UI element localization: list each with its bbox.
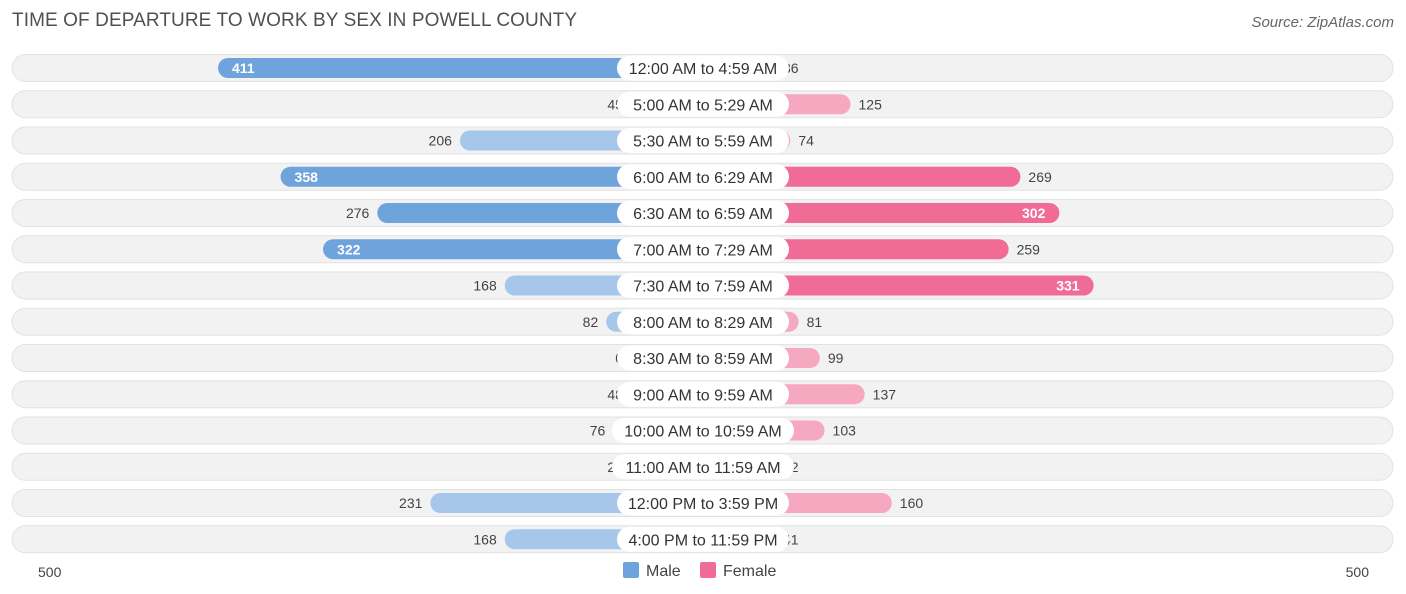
category-label: 5:30 AM to 5:59 AM xyxy=(633,134,773,151)
category-label: 4:00 PM to 11:59 PM xyxy=(628,532,777,549)
value-label-male: 82 xyxy=(583,314,599,330)
chart-row: 322 259 7:00 AM to 7:29 AM xyxy=(11,235,1394,264)
chart-row: 168 414:00 PM to 11:59 PM xyxy=(11,525,1394,554)
category-label-bg xyxy=(617,55,789,81)
value-label-male: 168 xyxy=(473,278,497,294)
value-label-male: 411 xyxy=(232,60,255,76)
value-label-female: 302 xyxy=(1022,205,1046,221)
value-label-female: 259 xyxy=(1017,241,1041,257)
bar-female xyxy=(703,275,1094,296)
category-label-bg xyxy=(617,309,789,335)
chart-row: 358 269 6:00 AM to 6:29 AM xyxy=(11,162,1394,191)
value-label-female: 99 xyxy=(828,350,844,366)
category-label: 8:30 AM to 8:59 AM xyxy=(633,351,773,368)
value-label-male: 76 xyxy=(590,423,606,439)
value-label-male: 358 xyxy=(295,169,319,185)
legend-label-male: Male xyxy=(646,563,681,580)
value-label-female: 160 xyxy=(900,495,924,511)
category-label-bg xyxy=(617,236,789,262)
category-label: 6:30 AM to 6:59 AM xyxy=(633,206,773,223)
axis-label-right: 500 xyxy=(1346,564,1370,580)
source-label: Source: ZipAtlas.com xyxy=(1251,14,1394,31)
value-label-female: 74 xyxy=(798,133,814,149)
bar-male xyxy=(218,58,703,78)
category-label: 8:00 AM to 8:29 AM xyxy=(633,315,773,332)
category-label-bg xyxy=(612,454,794,480)
category-label-bg xyxy=(617,164,789,190)
chart-row: 231 160 12:00 PM to 3:59 PM xyxy=(11,489,1394,517)
category-label: 7:30 AM to 7:59 AM xyxy=(633,279,773,296)
chart-row: 76 103 10:00 AM to 10:59 AM xyxy=(11,416,1394,445)
category-label-bg xyxy=(617,128,789,153)
chart-row: 272211:00 AM to 11:59 AM xyxy=(11,452,1394,481)
category-label-bg xyxy=(617,345,789,371)
category-label-bg xyxy=(617,200,789,226)
value-label-female: 269 xyxy=(1028,169,1052,185)
category-label: 5:00 AM to 5:29 AM xyxy=(633,97,773,114)
bar-male xyxy=(323,239,703,260)
value-label-female: 81 xyxy=(807,314,823,330)
chart-row: 82 81 8:00 AM to 8:29 AM xyxy=(11,307,1394,336)
category-label: 7:00 AM to 7:29 AM xyxy=(633,242,773,259)
chart-title: TIME OF DEPARTURE TO WORK BY SEX IN POWE… xyxy=(12,10,578,31)
legend-label-female: Female xyxy=(723,563,776,580)
legend-swatch-male xyxy=(623,562,639,578)
bar-male xyxy=(280,166,703,187)
category-label-bg xyxy=(617,381,789,407)
value-label-female: 103 xyxy=(833,423,857,439)
category-label: 11:00 AM to 11:59 AM xyxy=(625,460,780,477)
category-label-bg xyxy=(617,490,789,516)
value-label-male: 168 xyxy=(473,531,497,547)
category-label-bg xyxy=(617,526,789,552)
category-label: 9:00 AM to 9:59 AM xyxy=(633,387,773,404)
chart-row: 276 302 6:30 AM to 6:59 AM xyxy=(11,199,1394,227)
value-label-female: 137 xyxy=(873,386,897,402)
value-label-female: 331 xyxy=(1056,278,1080,294)
value-label-male: 276 xyxy=(346,205,370,221)
category-label: 12:00 PM to 3:59 PM xyxy=(628,496,778,513)
value-label-male: 231 xyxy=(399,495,423,511)
category-label-bg xyxy=(617,91,789,117)
chart-row: 168 331 7:30 AM to 7:59 AM xyxy=(11,271,1394,300)
category-label: 12:00 AM to 4:59 AM xyxy=(629,61,778,78)
chart-row: 0998:30 AM to 8:59 AM xyxy=(11,344,1394,372)
value-label-male: 322 xyxy=(337,241,361,257)
category-label-bg xyxy=(617,273,789,298)
axis-label-left: 500 xyxy=(38,564,62,580)
category-label-bg xyxy=(612,418,794,443)
category-label: 10:00 AM to 10:59 AM xyxy=(624,424,781,441)
chart-row: 206 74 5:30 AM to 5:59 AM xyxy=(11,126,1394,155)
legend-swatch-female xyxy=(700,562,716,578)
category-label: 6:00 AM to 6:29 AM xyxy=(633,170,773,187)
value-label-female: 125 xyxy=(859,96,883,112)
value-label-male: 206 xyxy=(429,133,453,149)
bar-female xyxy=(703,203,1060,223)
